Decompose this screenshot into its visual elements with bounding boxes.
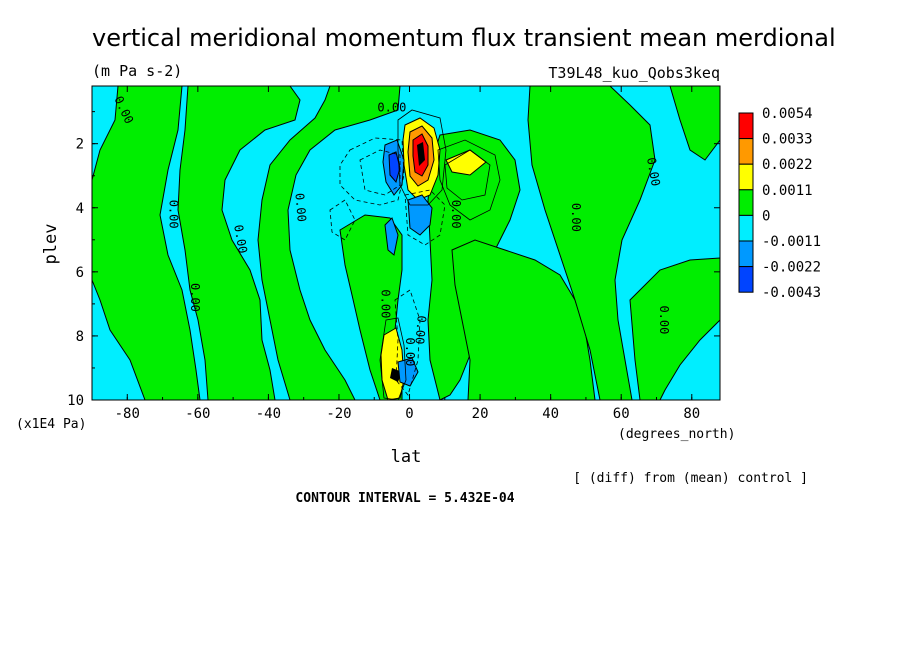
x-tick-label: 40 — [542, 406, 559, 422]
y-units: (x1E4 Pa) — [16, 417, 86, 432]
x-units: (degrees_north) — [618, 427, 735, 442]
positive-contours — [379, 109, 501, 400]
y-axis-label: plev — [41, 224, 61, 265]
negative-core — [388, 151, 401, 184]
colorbar-swatch — [738, 214, 754, 242]
contour-interval: CONTOUR INTERVAL = 5.432E-04 — [295, 491, 514, 506]
contour-label: 0.00 — [377, 101, 406, 115]
colorbar-label: 0.0054 — [762, 106, 813, 122]
positive-core-max — [417, 142, 425, 166]
x-tick-label: 0 — [405, 406, 413, 422]
colorbar-swatch — [738, 163, 754, 191]
x-tick-label: -80 — [115, 406, 140, 422]
colorbar-label: 0.0033 — [762, 132, 813, 148]
y-tick-label: 10 — [67, 393, 84, 409]
contour-label: 0.00 — [231, 224, 250, 255]
colorbar-label: 0.0011 — [762, 183, 813, 199]
colorbar-label: -0.0022 — [762, 260, 821, 276]
y-tick-label: 4 — [76, 201, 84, 217]
positive-region — [669, 86, 720, 161]
contour-label: 0.00 — [188, 283, 202, 312]
chart-title: vertical meridional momentum flux transi… — [92, 24, 836, 52]
x-tick-label: -20 — [326, 406, 351, 422]
positive-region — [177, 86, 301, 400]
y-tick-label: 6 — [76, 265, 84, 281]
colorbar-swatch — [738, 240, 754, 268]
contour-label: 0.00 — [378, 289, 392, 318]
positive-region — [257, 86, 401, 400]
contour-label: 0.00 — [449, 200, 463, 229]
colorbar-swatch — [738, 112, 754, 140]
positive-region — [527, 86, 656, 400]
contour-label: 0.00 — [657, 305, 671, 334]
colorbar: 0.0054 0.0033 0.0022 0.0011 0 -0.0011 -0.0022 -… — [738, 106, 821, 301]
contour-label: 0.00 — [412, 315, 428, 345]
positive-region — [92, 86, 201, 400]
chart-units: (m Pa s-2) — [92, 62, 182, 80]
negative-core — [384, 217, 399, 256]
colorbar-label: 0 — [762, 208, 770, 224]
plot-frame — [91, 85, 721, 401]
comparison-note: [ (diff) from (mean) control ] — [573, 471, 808, 486]
contour-label: 0.00 — [569, 203, 583, 232]
x-axis: -80 -60 -40 -20 0 20 40 60 80 — [91, 86, 700, 422]
positive-region — [629, 257, 720, 400]
colorbar-label: -0.0043 — [762, 285, 821, 301]
x-axis-label: lat — [391, 447, 422, 467]
y-tick-label: 2 — [76, 137, 84, 153]
colorbar-label: 0.0022 — [762, 157, 813, 173]
contour-label: 0.00 — [403, 337, 417, 366]
x-tick-label: 60 — [613, 406, 630, 422]
colorbar-swatch — [738, 266, 754, 293]
negative-core — [397, 357, 419, 387]
x-tick-label: 20 — [472, 406, 489, 422]
colorbar-swatch — [738, 189, 754, 216]
plot-area: 0.000.000.000.000.000.000.000.000.00 0.00… — [91, 85, 721, 401]
x-tick-label: -40 — [256, 406, 281, 422]
contour-label: 0.00 — [167, 200, 181, 229]
run-label: T39L48_kuo_Qobs3keq — [548, 64, 720, 82]
colorbar-swatch — [738, 138, 754, 165]
colorbar-label: -0.0011 — [762, 234, 821, 250]
x-tick-label: 80 — [683, 406, 700, 422]
y-axis: 2 4 6 8 10 — [67, 111, 720, 409]
positive-region — [451, 239, 596, 400]
x-tick-label: -60 — [185, 406, 210, 422]
contour-label: 0.00 — [644, 156, 663, 187]
positive-blob-yellow — [445, 149, 487, 176]
contour-label: 0.00 — [292, 192, 308, 222]
y-tick-label: 8 — [76, 329, 84, 345]
